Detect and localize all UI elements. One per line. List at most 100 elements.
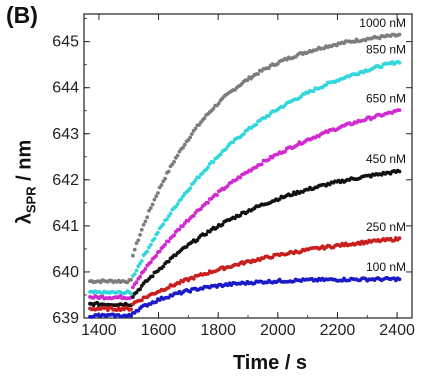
data-point [131,285,135,290]
data-point [233,216,237,221]
x-tick-label: 2000 [260,322,296,339]
series-850-nm [88,59,402,296]
data-point [206,200,210,205]
data-point [148,206,153,210]
data-point [182,142,187,147]
data-point [175,202,180,207]
data-point [136,264,141,269]
data-point [154,253,159,258]
data-point [267,157,271,162]
data-point [295,143,300,147]
data-point [148,243,153,247]
data-point [132,247,137,252]
data-point [177,281,182,286]
data-point [172,233,177,238]
data-point [131,295,135,299]
data-point [225,184,230,188]
data-point [206,272,210,276]
series-100-nm [88,276,402,319]
data-point [138,274,143,279]
x-tick-label: 1800 [200,322,236,339]
data-point [134,280,139,285]
data-point [129,307,134,312]
data-point [166,214,171,219]
data-point [161,222,166,227]
data-point [165,217,169,222]
data-point [159,183,164,187]
x-tick-label: 2400 [379,322,415,339]
data-point [129,291,134,296]
data-point [283,149,287,154]
data-point [163,242,168,247]
data-point [241,132,246,137]
data-point [379,65,384,70]
data-point [139,259,144,263]
data-point [202,116,207,120]
data-point [220,222,225,227]
data-point [157,249,162,254]
series-250-nm [88,236,402,312]
data-point [150,202,155,207]
data-point [166,259,171,264]
data-point [193,178,198,183]
data-point [191,213,196,218]
data-point [161,264,166,269]
data-point [154,194,159,199]
data-point [132,272,137,276]
data-point [211,160,216,165]
data-point [143,267,148,271]
x-tick-label: 2200 [320,322,356,339]
data-point [173,204,178,209]
data-point [215,193,219,198]
y-tick-label: 644 [52,80,79,97]
data-point [141,222,146,227]
data-point [290,193,294,198]
data-point [211,106,216,111]
data-point [216,101,221,106]
data-point [166,169,171,174]
data-point [175,153,180,158]
series-label: 1000 nM [359,16,406,30]
data-point [181,145,185,150]
data-point [186,218,191,223]
data-point [143,219,148,224]
data-point [311,89,316,94]
data-point [397,277,402,282]
data-point [254,122,259,127]
data-point [188,135,193,140]
x-axis-label: Time / s [232,352,308,374]
data-point [204,232,209,237]
data-point [163,176,168,181]
y-tick-label: 641 [52,218,79,235]
series-label: 100 nM [366,260,406,274]
data-point [190,132,194,136]
data-point [177,227,182,232]
data-point [166,239,171,244]
y-tick-label: 642 [52,172,79,189]
data-point [188,289,193,294]
x-tick-label: 1600 [141,322,177,339]
data-point [245,78,250,83]
data-point [397,60,402,65]
data-point [138,287,143,292]
y-tick-label: 643 [52,126,79,143]
data-point [134,241,139,246]
x-tick-label: 1400 [81,322,117,339]
data-point [397,236,402,241]
data-point [150,274,155,279]
data-point [193,126,198,131]
series-label: 650 nM [366,92,406,106]
data-point [224,147,228,152]
series-label: 850 nM [366,42,406,56]
panel-label: (B) [6,2,38,28]
data-point [231,140,236,145]
data-point [145,249,150,254]
series-label: 450 nM [366,152,406,166]
data-point [267,66,271,70]
data-point [129,313,134,318]
data-point [182,221,187,226]
data-point [267,114,271,118]
y-tick-label: 645 [52,34,79,51]
